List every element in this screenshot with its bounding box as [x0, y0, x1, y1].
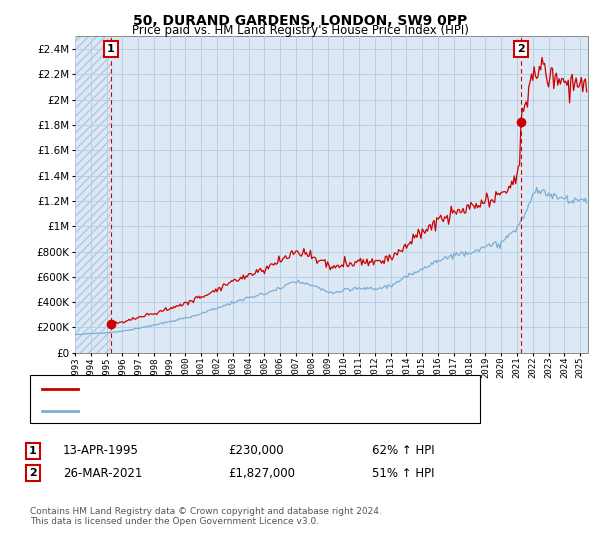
Text: 50, DURAND GARDENS, LONDON, SW9 0PP (detached house): 50, DURAND GARDENS, LONDON, SW9 0PP (det…: [87, 384, 406, 394]
Text: Contains HM Land Registry data © Crown copyright and database right 2024.
This d: Contains HM Land Registry data © Crown c…: [30, 507, 382, 526]
Bar: [75, 36, 111, 353]
Text: 2: 2: [29, 468, 37, 478]
Text: 2: 2: [517, 44, 524, 54]
Text: 26-MAR-2021: 26-MAR-2021: [63, 466, 142, 480]
Text: 50, DURAND GARDENS, LONDON, SW9 0PP: 50, DURAND GARDENS, LONDON, SW9 0PP: [133, 14, 467, 28]
Text: £1,827,000: £1,827,000: [228, 466, 295, 480]
Text: Price paid vs. HM Land Registry's House Price Index (HPI): Price paid vs. HM Land Registry's House …: [131, 24, 469, 36]
Text: HPI: Average price, detached house, Lambeth: HPI: Average price, detached house, Lamb…: [87, 406, 326, 416]
Text: 1: 1: [107, 44, 115, 54]
Text: 13-APR-1995: 13-APR-1995: [63, 444, 139, 458]
Text: £230,000: £230,000: [228, 444, 284, 458]
Text: 51% ↑ HPI: 51% ↑ HPI: [372, 466, 434, 480]
Text: 62% ↑ HPI: 62% ↑ HPI: [372, 444, 434, 458]
Text: 1: 1: [29, 446, 37, 456]
